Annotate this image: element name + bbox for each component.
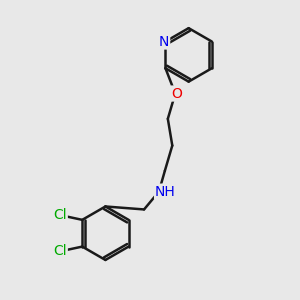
Text: N: N <box>159 34 169 49</box>
Text: NH: NH <box>155 184 176 199</box>
Text: O: O <box>171 86 182 100</box>
Text: Cl: Cl <box>53 244 67 258</box>
Text: Cl: Cl <box>53 208 67 222</box>
